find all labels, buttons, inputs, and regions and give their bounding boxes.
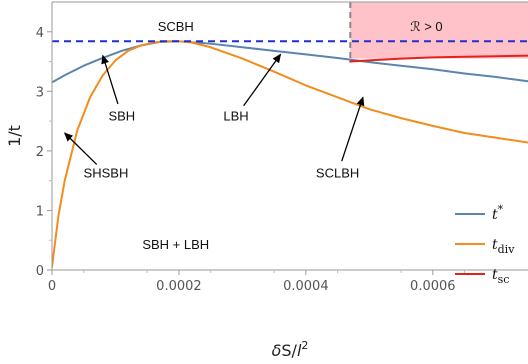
annotation-scbh: SCBH: [158, 19, 194, 34]
annotation-arrow-sbh: [101, 54, 119, 105]
x-tick-label: 0.0006: [410, 279, 456, 294]
legend-label-t-div: tdiv: [492, 237, 515, 256]
axes: [51, 1, 528, 271]
legend-label-t-sc: tsc: [492, 267, 509, 286]
annotation-sclbh: SCLBH: [316, 166, 359, 181]
x-tick-label: 0.0004: [283, 279, 329, 294]
y-tick-label: 3: [36, 85, 44, 100]
y-tick-label: 0: [36, 264, 44, 279]
shaded-region-r-positive: [350, 2, 528, 59]
x-tick-label: 0: [48, 279, 56, 294]
x-axis-title: δS/l2: [272, 339, 309, 360]
y-axis-title: 1/t: [5, 125, 24, 147]
series-line-t-div: [52, 40, 528, 269]
annotation-arrow-sclbh: [341, 96, 365, 162]
legend-label-t-star: t*: [492, 203, 504, 223]
series-line-t-sc: [349, 54, 528, 63]
y-tick-label: 2: [36, 145, 44, 160]
annotation-lbh: LBH: [223, 108, 248, 123]
annotation-r-positive: ℛ > 0: [410, 19, 442, 34]
annotation-arrow-lbh: [243, 53, 282, 107]
annotation-shsbh: SHSBH: [84, 166, 129, 181]
y-tick-label: 4: [36, 26, 44, 41]
annotation-arrow-shsbh: [63, 132, 98, 165]
legend: t* tdiv tsc: [455, 203, 515, 286]
annotation-sbh-lbh: SBH + LBH: [142, 237, 209, 252]
annotation-sbh: SBH: [108, 108, 135, 123]
x-tick-label: 0.0002: [156, 279, 202, 294]
y-tick-label: 1: [36, 204, 44, 219]
